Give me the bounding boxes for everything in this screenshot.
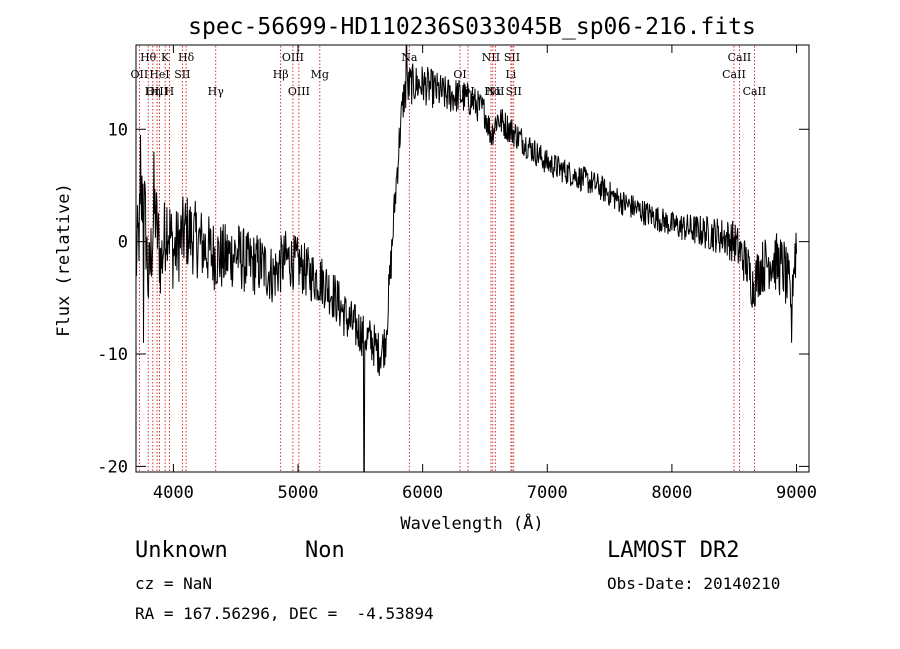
line-marker-label: CaII	[722, 68, 746, 81]
line-marker-label: OII	[131, 68, 149, 81]
chart-title: spec-56699-HD110236S033045B_sp06-216.fit…	[188, 14, 756, 40]
line-marker-label: Li	[505, 68, 516, 81]
line-marker-label: HeI	[149, 68, 169, 81]
line-marker-label: Hγ	[208, 85, 225, 98]
line-marker-label: OIII	[288, 85, 310, 98]
coordinates: RA = 167.56296, DEC = -4.53894	[135, 604, 434, 623]
x-tick-label: 6000	[402, 483, 443, 503]
line-marker-label: Mg	[311, 68, 329, 81]
object-class: Unknown	[135, 538, 228, 563]
line-marker-label: OIII	[282, 51, 304, 64]
x-tick-label: 7000	[527, 483, 568, 503]
line-marker-label: SII	[174, 68, 190, 81]
y-tick-label: 10	[108, 120, 128, 140]
line-marker-label: SII	[504, 51, 520, 64]
line-marker-label: OI	[453, 68, 466, 81]
line-marker-label: OIII	[146, 85, 168, 98]
x-tick-label: 9000	[776, 483, 817, 503]
line-marker-label: K	[161, 51, 170, 64]
x-tick-label: 5000	[278, 483, 319, 503]
line-marker-label: Hδ	[178, 51, 195, 64]
y-tick-label: 0	[118, 233, 128, 253]
spectrum-line	[135, 44, 797, 473]
survey-name: LAMOST DR2	[607, 538, 740, 563]
y-tick-label: -20	[97, 457, 128, 477]
line-marker-label: Na	[401, 51, 418, 64]
x-tick-label: 8000	[651, 483, 692, 503]
plot-frame	[135, 44, 810, 473]
line-marker-label: CaII	[728, 51, 752, 64]
redshift: cz = NaN	[135, 574, 213, 593]
y-axis: -20 -10 0 10	[97, 120, 809, 477]
line-marker-label: SII	[506, 85, 522, 98]
obs-date: Obs-Date: 20140210	[607, 574, 781, 593]
line-marker-label: Hη	[145, 85, 161, 98]
line-marker-label: CaII	[743, 85, 767, 98]
line-marker-label: NII	[486, 85, 504, 98]
y-axis-label: Flux (relative)	[54, 183, 74, 337]
line-marker-label: H	[165, 85, 175, 98]
x-axis-label: Wavelength (Å)	[400, 512, 543, 534]
x-axis: 4000 5000 6000 7000 8000 9000	[153, 45, 817, 503]
line-marker-label: Hβ	[273, 68, 289, 81]
line-marker-label: Hα	[484, 85, 502, 98]
object-subclass: Non	[305, 538, 345, 563]
x-tick-label: 4000	[153, 483, 194, 503]
line-marker-label: NII	[482, 51, 500, 64]
y-tick-label: -10	[97, 345, 128, 365]
line-marker-label: Hθ	[140, 51, 157, 64]
